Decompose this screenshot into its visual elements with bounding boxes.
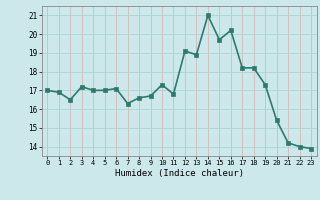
X-axis label: Humidex (Indice chaleur): Humidex (Indice chaleur) [115,169,244,178]
